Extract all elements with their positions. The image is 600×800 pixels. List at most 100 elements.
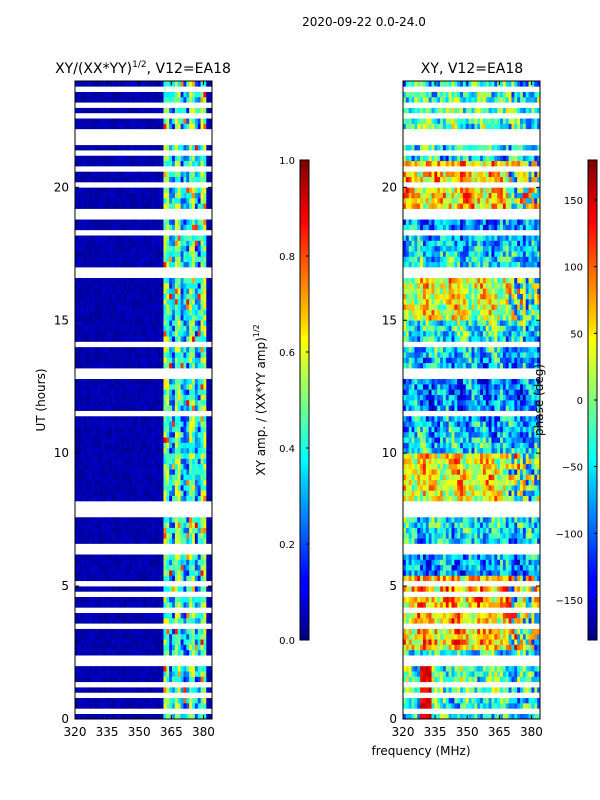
heatmap-cell — [194, 288, 199, 294]
heatmap-cell — [194, 330, 199, 337]
heatmap-cell — [163, 123, 167, 130]
heatmap-cell — [106, 532, 110, 539]
heatmap-cell — [97, 644, 101, 651]
heatmap-cell — [117, 400, 121, 406]
heatmap-cell — [103, 330, 107, 337]
heatmap-cell — [109, 649, 113, 656]
heatmap-cell — [482, 671, 487, 677]
heatmap-cell — [505, 703, 509, 709]
heatmap-cell — [525, 649, 529, 656]
heatmap-cell — [163, 81, 167, 87]
heatmap-cell — [154, 713, 159, 720]
heatmap-cell — [140, 644, 144, 651]
heatmap-cell — [100, 447, 104, 454]
heatmap-cell — [89, 192, 93, 199]
heatmap-cell — [83, 330, 87, 337]
heatmap-cell — [117, 107, 121, 114]
heatmap-cell — [460, 697, 464, 704]
heatmap-cell — [94, 261, 99, 268]
heatmap-cell — [445, 687, 449, 693]
heatmap-cell — [194, 671, 199, 677]
heatmap-cell — [206, 389, 210, 395]
heatmap-cell — [166, 469, 170, 475]
heatmap-cell — [474, 697, 478, 704]
heatmap-cell — [154, 320, 159, 326]
heatmap-cell — [177, 697, 181, 704]
heatmap-cell — [531, 676, 535, 683]
heatmap-cell — [132, 197, 136, 204]
heatmap-cell — [103, 532, 107, 539]
heatmap-cell — [200, 437, 204, 443]
heatmap-cell — [197, 639, 201, 645]
heatmap-cell — [157, 256, 161, 263]
heatmap-cell — [189, 389, 193, 395]
heatmap-cell — [192, 649, 196, 656]
heatmap-cell — [89, 463, 93, 470]
heatmap-cell — [100, 362, 104, 369]
heatmap-cell — [143, 447, 147, 454]
heatmap-cell — [126, 527, 130, 534]
heatmap-cell — [414, 665, 418, 672]
heatmap-cell — [197, 123, 201, 130]
heatmap-cell — [109, 155, 113, 162]
heatmap-cell — [123, 639, 127, 645]
heatmap-cell — [97, 405, 101, 411]
heatmap-cell — [143, 617, 147, 624]
heatmap-cell — [137, 469, 141, 475]
heatmap-cell — [146, 160, 150, 167]
heatmap-cell — [94, 298, 99, 305]
heatmap-cell — [183, 554, 187, 560]
heatmap-cell — [97, 261, 101, 268]
x-tick-label: 380 — [192, 725, 215, 739]
heatmap-cell — [117, 479, 121, 486]
heatmap-cell — [137, 192, 141, 199]
heatmap-cell — [160, 522, 164, 528]
heatmap-cell — [77, 485, 82, 491]
heatmap-cell — [140, 261, 144, 268]
heatmap-cell — [137, 298, 141, 305]
heatmap-cell — [183, 298, 187, 305]
heatmap-cell — [89, 485, 93, 491]
heatmap-cell — [166, 687, 170, 693]
heatmap-cell — [106, 384, 110, 390]
heatmap-cell — [177, 261, 181, 268]
heatmap-cell — [132, 469, 136, 475]
heatmap-cell — [109, 314, 113, 321]
heatmap-cell — [203, 421, 207, 427]
heatmap-cell — [163, 485, 167, 491]
heatmap-cell — [80, 81, 84, 87]
heatmap-cell — [154, 219, 159, 225]
heatmap-cell — [422, 612, 427, 619]
heatmap-cell — [203, 703, 207, 709]
heatmap-cell — [149, 575, 153, 582]
heatmap-cell — [485, 612, 489, 619]
heatmap-cell — [528, 644, 532, 651]
heatmap-cell — [132, 304, 136, 310]
heatmap-cell — [485, 671, 489, 677]
heatmap-cell — [172, 330, 176, 337]
heatmap-cell — [106, 357, 110, 364]
heatmap-cell — [189, 431, 193, 438]
heatmap-cell — [166, 697, 170, 704]
heatmap-cell — [129, 575, 133, 582]
heatmap-cell — [206, 633, 210, 640]
heatmap-cell — [154, 304, 159, 310]
heatmap-cell — [77, 474, 82, 481]
heatmap-cell — [106, 394, 110, 401]
heatmap-cell — [154, 245, 159, 252]
heatmap-cell — [120, 192, 124, 199]
heatmap-cell — [454, 697, 458, 704]
heatmap-cell — [206, 176, 210, 183]
heatmap-cell — [537, 703, 541, 709]
heatmap-cell — [103, 612, 107, 619]
heatmap-cell — [160, 617, 164, 624]
heatmap-cell — [180, 713, 184, 720]
heatmap-cell — [482, 676, 487, 683]
heatmap-cell — [89, 633, 93, 640]
heatmap-cell — [80, 389, 84, 395]
heatmap-cell — [177, 283, 181, 289]
heatmap-cell — [502, 612, 507, 619]
heatmap-cell — [120, 586, 124, 592]
heatmap-cell — [525, 628, 529, 635]
heatmap-cell — [417, 697, 421, 704]
